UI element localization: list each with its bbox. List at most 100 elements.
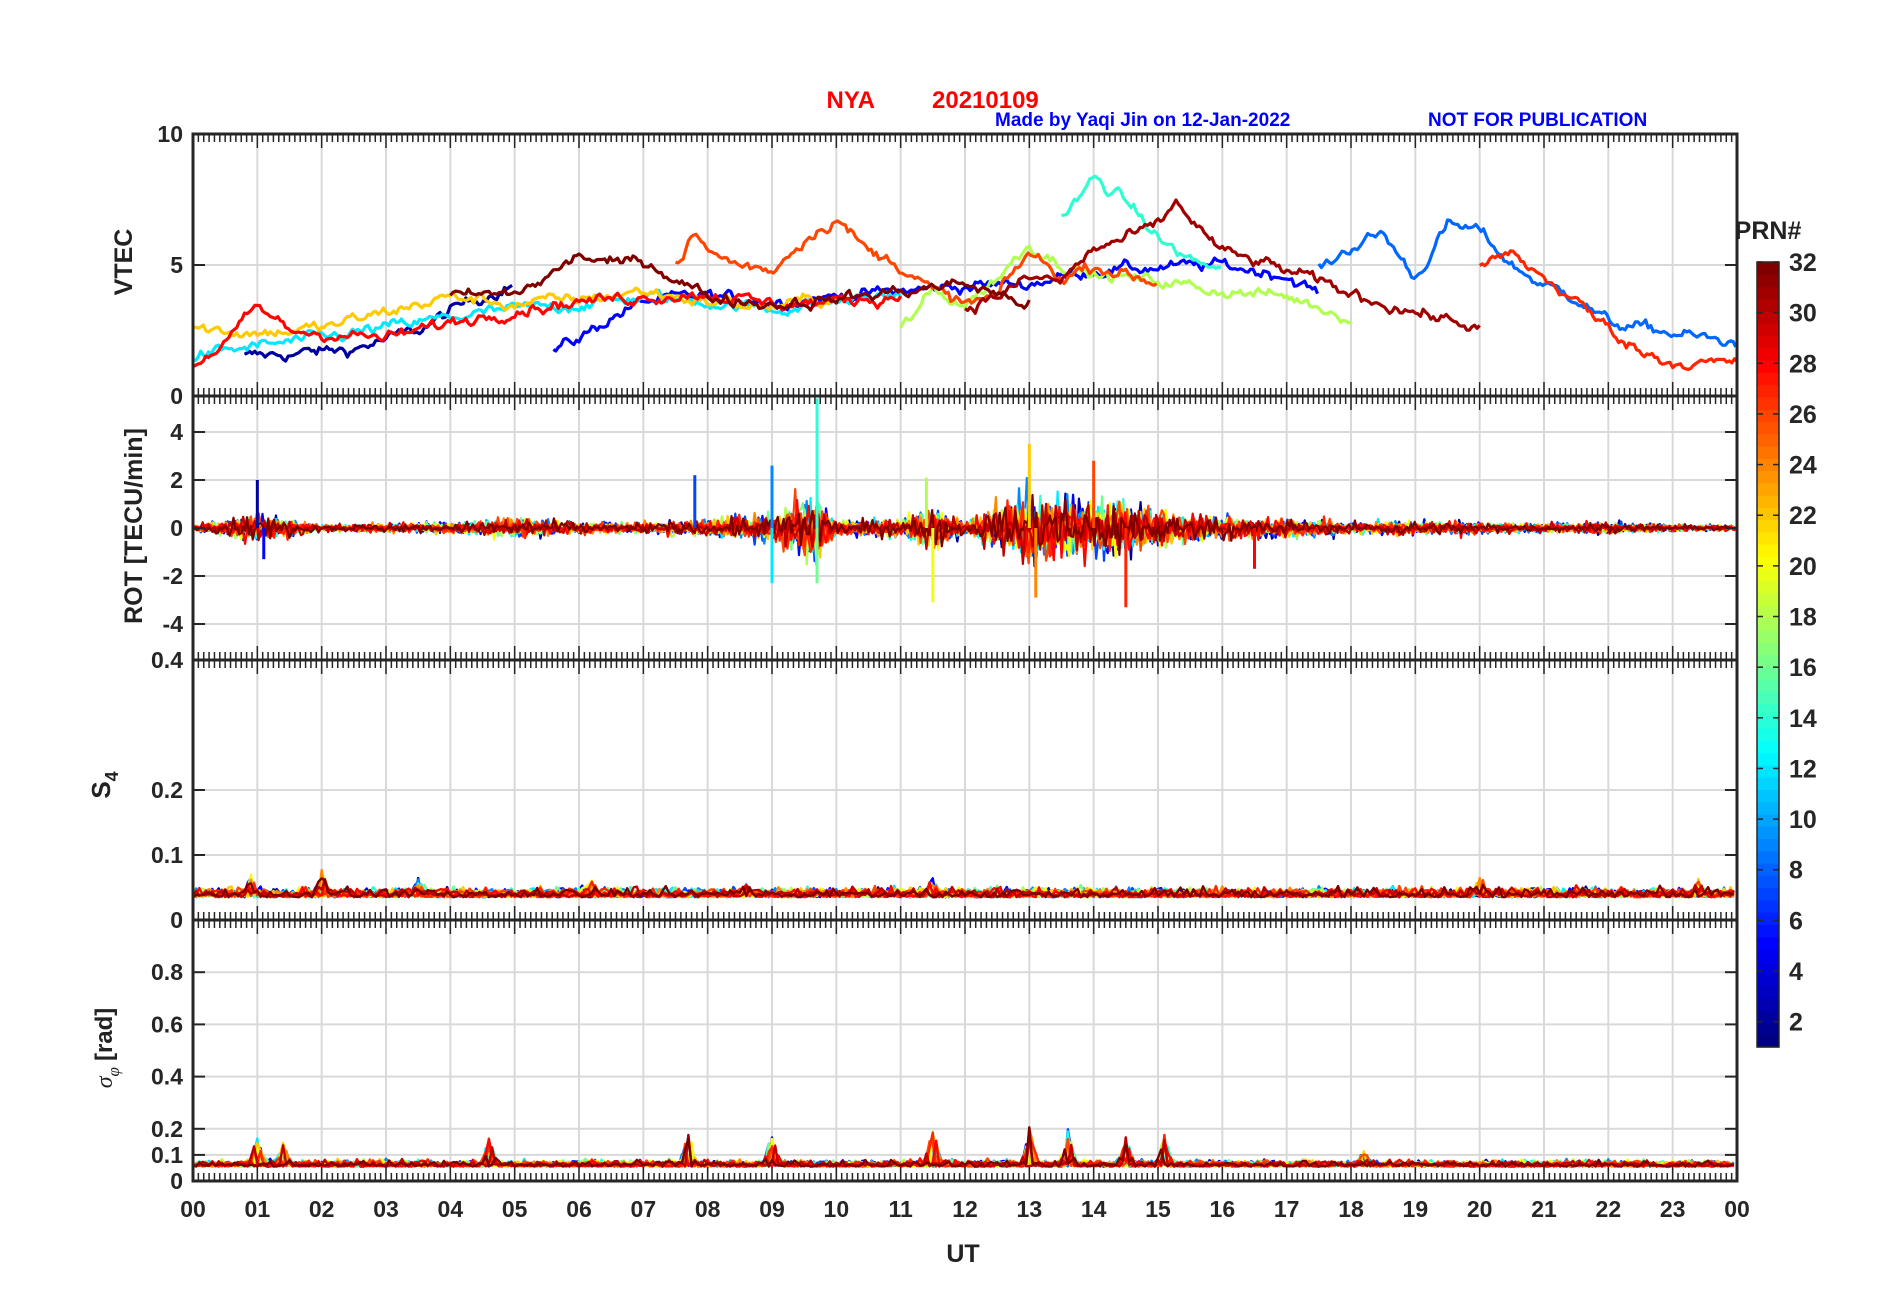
x-tick-label: 00 (1724, 1196, 1750, 1222)
rot-ytick-label: -2 (163, 563, 183, 589)
colorbar-segment (1757, 593, 1779, 607)
s4-ytick-label: 0.1 (151, 842, 183, 868)
vtec-grid (193, 134, 1737, 396)
x-tick-label: 16 (1210, 1196, 1236, 1222)
colorbar-segment (1757, 1034, 1779, 1048)
rot-panel: -4 -2 0 2 4 (163, 394, 1739, 662)
colorbar-segment (1757, 813, 1779, 827)
s4-panel: 0 0.1 0.2 0.4 (151, 647, 1739, 933)
colorbar-segment (1757, 311, 1779, 324)
colorbar-segment (1757, 863, 1779, 876)
rot-ytick-label: -4 (163, 611, 184, 637)
colorbar-segment (1757, 948, 1779, 962)
colorbar-segment (1757, 629, 1779, 643)
colorbar-segment (1757, 924, 1779, 938)
colorbar-segment (1757, 666, 1779, 680)
x-tick-label: 15 (1145, 1196, 1171, 1222)
colorbar-segment (1757, 580, 1779, 594)
vtec-series-prn-27 (1478, 249, 1737, 372)
vtec-ytick-label: 10 (157, 121, 183, 147)
x-tick-label: 09 (759, 1196, 785, 1222)
colorbar-segment (1757, 838, 1779, 852)
colorbar-segment (1757, 531, 1779, 545)
sigma_phi-ytick-label: 0.1 (151, 1142, 183, 1168)
colorbar-segment (1757, 642, 1779, 656)
x-tick-label: 06 (566, 1196, 592, 1222)
colorbar-segment (1757, 1022, 1779, 1036)
s4-ytick-label: 0.4 (151, 647, 183, 673)
colorbar-label: PRN# (1735, 217, 1802, 245)
colorbar-tick-label: 12 (1789, 755, 1817, 783)
colorbar-tick-label: 10 (1789, 806, 1817, 834)
colorbar-tick-label: 18 (1789, 604, 1817, 632)
sigma_phi-ytick-label: 0 (170, 1168, 183, 1194)
colorbar-tick-label: 22 (1789, 502, 1817, 530)
colorbar-tick-label: 24 (1789, 452, 1817, 480)
vtec-ylabel: VTEC (110, 229, 138, 296)
x-tick-label: 10 (824, 1196, 850, 1222)
x-tick-label: 14 (1081, 1196, 1107, 1222)
colorbar-tick-label: 28 (1789, 350, 1817, 378)
vtec-x-ticks (192, 134, 1738, 396)
date-label: 20210109 (932, 87, 1039, 114)
colorbar-segment (1757, 985, 1779, 999)
colorbar-segment (1757, 875, 1779, 889)
vtec-series-prn-5 (552, 256, 1319, 353)
vtec-series-prn-18 (899, 244, 1352, 329)
x-tick-label: 07 (631, 1196, 657, 1222)
vtec-ytick-label: 0 (170, 383, 183, 409)
colorbar-segment (1757, 409, 1779, 423)
sigma-phi-ylabel: σφ[rad] (91, 1008, 123, 1089)
vtec-ytick-label: 5 (170, 252, 183, 278)
colorbar-segment (1757, 679, 1779, 692)
colorbar-tick-label: 26 (1789, 401, 1817, 429)
colorbar-segment (1757, 372, 1779, 386)
colorbar-segment (1757, 728, 1779, 741)
colorbar-segment (1757, 826, 1779, 840)
rot-series (193, 398, 1736, 608)
x-tick-label: 18 (1338, 1196, 1364, 1222)
colorbar-segment (1757, 286, 1779, 300)
x-tick-label: 12 (952, 1196, 978, 1222)
colorbar-segment (1757, 912, 1779, 925)
s4-ytick-label: 0 (170, 907, 183, 933)
sigma_phi-ytick-label: 0.6 (151, 1011, 183, 1037)
notice-label: NOT FOR PUBLICATION (1428, 110, 1647, 131)
colorbar-segment (1757, 961, 1779, 975)
rot-ytick-label: 0 (170, 515, 183, 541)
sigma_phi-x-ticks (192, 920, 1738, 1181)
colorbar-segment (1757, 654, 1779, 668)
vtec-series-prn-32 (449, 252, 1031, 312)
colorbar-segment (1757, 347, 1779, 361)
colorbar-segment (1757, 605, 1779, 619)
x-tick-label: 05 (502, 1196, 528, 1222)
colorbar-segment (1757, 740, 1779, 754)
rot-series-prn-32 (193, 493, 1736, 556)
colorbar-segment (1757, 764, 1779, 778)
vtec-series-prn-31 (964, 198, 1481, 332)
s4-ytick-label: 0.2 (151, 777, 183, 803)
vtec-series (193, 174, 1737, 372)
s4-grid (193, 660, 1737, 920)
s4-series (193, 868, 1735, 899)
x-tick-label: 20 (1467, 1196, 1493, 1222)
colorbar-segment (1757, 801, 1779, 815)
colorbar-segment (1757, 262, 1779, 275)
vtec-series-prn-28 (193, 291, 903, 368)
colorbar-segment (1757, 298, 1779, 312)
colorbar-segment (1757, 973, 1779, 987)
vtec-series-prn-12 (193, 288, 903, 362)
x-tick-label: 22 (1596, 1196, 1622, 1222)
colorbar-tick-label: 32 (1789, 249, 1817, 277)
colorbar-tick-label: 4 (1789, 958, 1803, 986)
colorbar-segment (1757, 458, 1779, 472)
x-tick-label: 11 (889, 1196, 914, 1222)
rot-ytick-label: 2 (170, 467, 183, 493)
colorbar-segment (1757, 899, 1779, 913)
x-tick-label: 03 (373, 1196, 399, 1222)
svg-text:S4: S4 (86, 771, 122, 798)
vtec-series-prn-14 (1060, 174, 1222, 270)
colorbar-segment (1757, 789, 1779, 803)
rot-ylabel: ROT [TECU/min] (120, 428, 148, 624)
x-tick-label: 01 (245, 1196, 271, 1222)
